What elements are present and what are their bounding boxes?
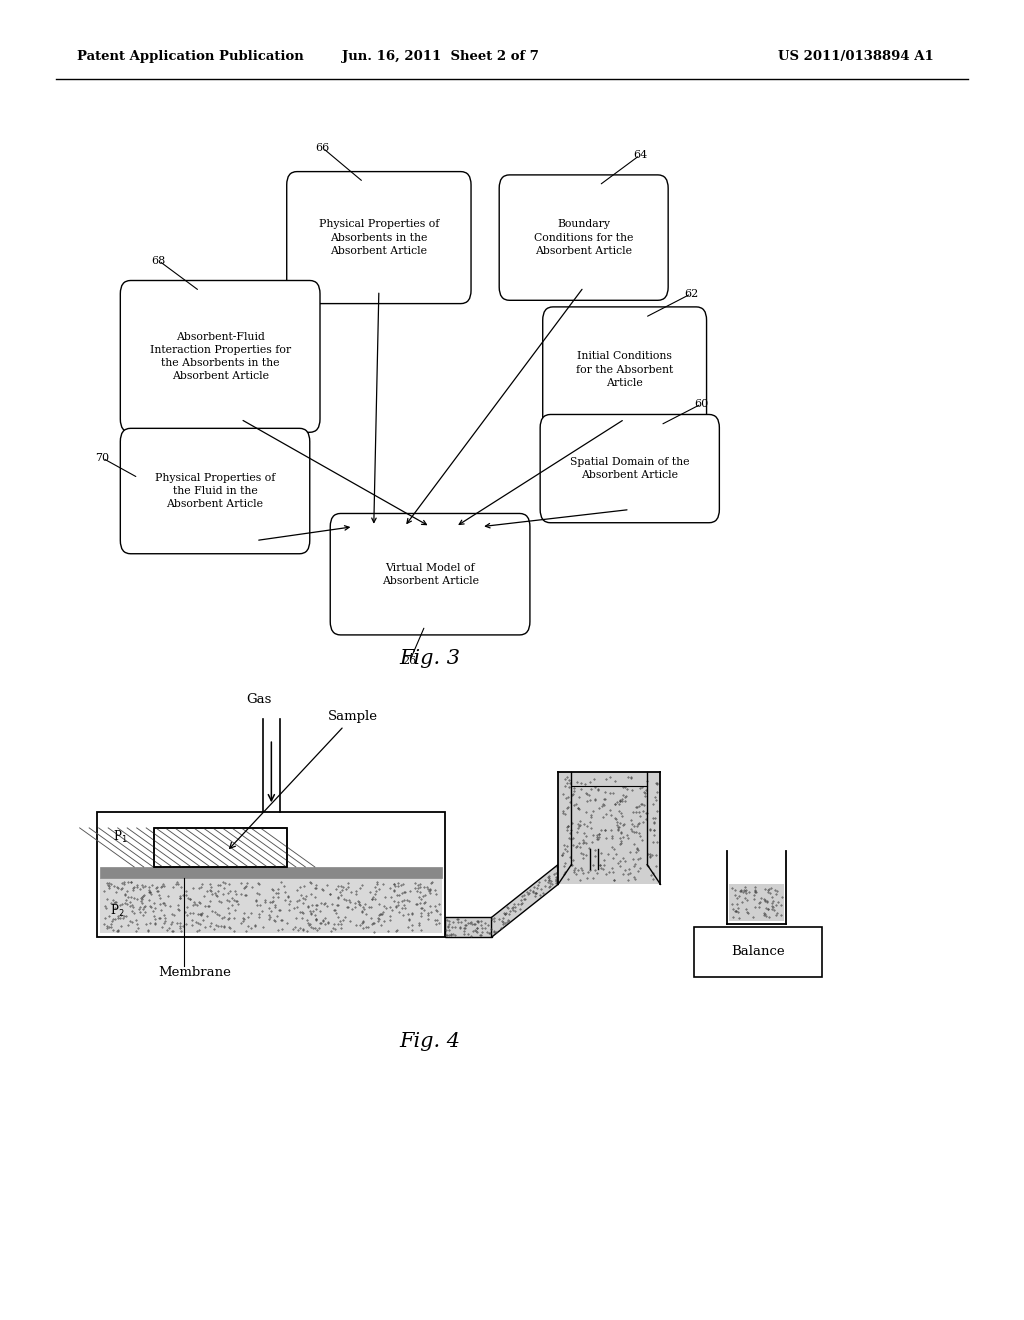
Text: Spatial Domain of the
Absorbent Article: Spatial Domain of the Absorbent Article — [570, 457, 689, 480]
FancyBboxPatch shape — [287, 172, 471, 304]
Text: Jun. 16, 2011  Sheet 2 of 7: Jun. 16, 2011 Sheet 2 of 7 — [342, 50, 539, 63]
Text: Physical Properties of
Absorbents in the
Absorbent Article: Physical Properties of Absorbents in the… — [318, 219, 439, 256]
Bar — [154, 828, 287, 867]
Text: 64: 64 — [633, 150, 647, 160]
Bar — [100, 816, 442, 867]
Polygon shape — [492, 865, 558, 937]
Text: P$_2$: P$_2$ — [110, 903, 124, 919]
Text: 26: 26 — [402, 656, 417, 667]
Text: Fig. 3: Fig. 3 — [399, 649, 461, 668]
Text: 60: 60 — [694, 399, 709, 409]
FancyBboxPatch shape — [330, 513, 530, 635]
Text: Physical Properties of
the Fluid in the
Absorbent Article: Physical Properties of the Fluid in the … — [155, 473, 275, 510]
FancyBboxPatch shape — [121, 428, 309, 554]
Bar — [558, 772, 660, 884]
FancyBboxPatch shape — [541, 414, 719, 523]
Text: Boundary
Conditions for the
Absorbent Article: Boundary Conditions for the Absorbent Ar… — [534, 219, 634, 256]
Bar — [100, 867, 442, 878]
Text: Absorbent-Fluid
Interaction Properties for
the Absorbents in the
Absorbent Artic: Absorbent-Fluid Interaction Properties f… — [150, 331, 291, 381]
Text: 66: 66 — [315, 143, 330, 153]
FancyBboxPatch shape — [543, 308, 707, 433]
Text: Fig. 4: Fig. 4 — [399, 1032, 461, 1051]
Bar — [154, 828, 287, 867]
Text: Balance: Balance — [731, 945, 785, 958]
Bar — [694, 927, 822, 977]
Text: 68: 68 — [152, 256, 166, 265]
Bar — [100, 878, 442, 933]
Text: Virtual Model of
Absorbent Article: Virtual Model of Absorbent Article — [382, 562, 478, 586]
Text: US 2011/0138894 A1: US 2011/0138894 A1 — [778, 50, 934, 63]
Polygon shape — [445, 917, 492, 937]
Text: Membrane: Membrane — [159, 966, 231, 979]
FancyBboxPatch shape — [499, 176, 668, 301]
Bar — [97, 812, 445, 937]
Text: 62: 62 — [684, 289, 698, 298]
Text: Patent Application Publication: Patent Application Publication — [77, 50, 303, 63]
Text: P$_1$: P$_1$ — [113, 829, 127, 845]
FancyBboxPatch shape — [121, 281, 319, 433]
Text: Sample: Sample — [229, 710, 378, 849]
Bar — [729, 884, 784, 921]
Text: Initial Conditions
for the Absorbent
Article: Initial Conditions for the Absorbent Art… — [577, 351, 673, 388]
Text: 70: 70 — [95, 453, 110, 463]
Text: Gas: Gas — [246, 693, 271, 706]
